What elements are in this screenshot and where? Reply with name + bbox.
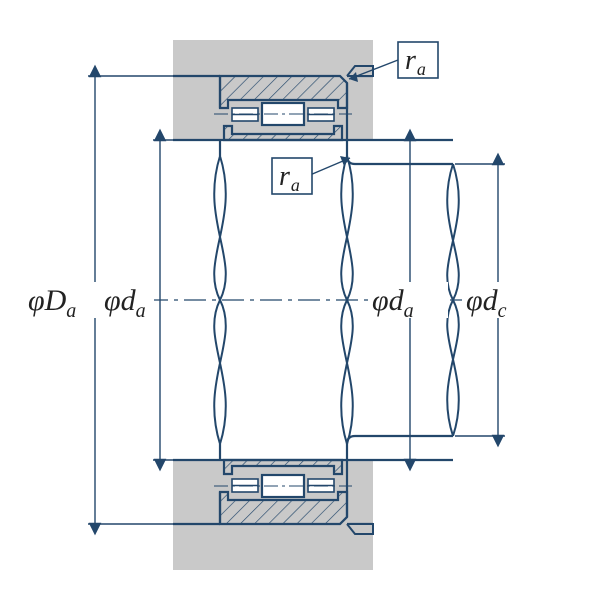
Da-main: φD <box>28 284 67 317</box>
Da-sub: a <box>66 300 76 322</box>
dc-sub: c <box>498 300 507 322</box>
ra-inner-sub: a <box>291 175 300 195</box>
ra-outer-sub: a <box>417 59 426 79</box>
da-right-sub: a <box>404 300 414 322</box>
ra-outer-main: r <box>405 45 416 76</box>
ra-label-inner: ra <box>272 158 312 195</box>
da-right-main: φd <box>372 284 405 317</box>
bearing-cross-section-diagram: ra ra φDa φda φda φdc <box>0 0 600 600</box>
ra-inner-main: r <box>279 161 290 192</box>
da-left-main: φd <box>104 284 137 317</box>
dc-main: φd <box>466 284 499 317</box>
ra-label-outer: ra <box>398 42 438 79</box>
da-left-sub: a <box>136 300 146 322</box>
